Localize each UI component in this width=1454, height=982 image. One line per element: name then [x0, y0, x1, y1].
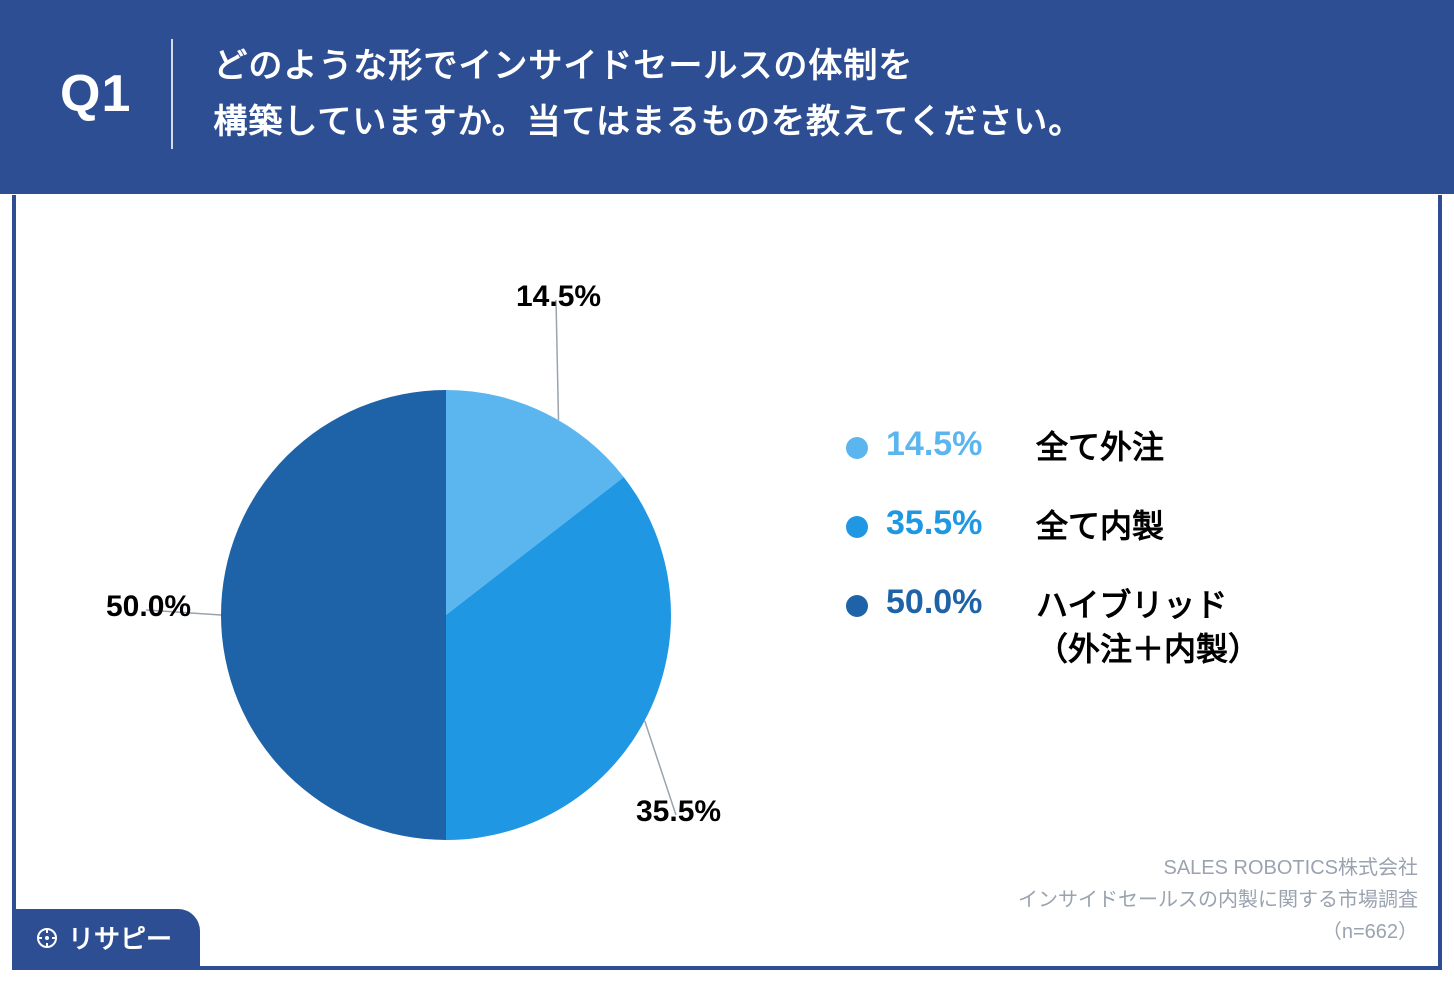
pie-chart: 14.5%35.5%50.0% [136, 255, 756, 875]
brand-label: リサピー [68, 919, 172, 956]
pie-svg [136, 255, 756, 875]
footer-line-1: SALES ROBOTICS株式会社 [1018, 852, 1418, 884]
legend-label: 全て内製 [1036, 504, 1164, 549]
legend-dot-icon [846, 516, 868, 538]
question-number: Q1 [60, 64, 171, 124]
brand-tab: リサピー [16, 909, 200, 966]
pie-slice-label: 14.5% [516, 280, 601, 314]
callout-line [556, 300, 559, 420]
legend-dot-icon [846, 437, 868, 459]
legend-label: ハイブリッド （外注＋内製） [1036, 583, 1260, 673]
legend-percent: 35.5% [886, 504, 1036, 543]
pie-slice [221, 390, 446, 840]
chart-panel: 14.5%35.5%50.0% 14.5%全て外注35.5%全て内製50.0%ハ… [12, 195, 1442, 970]
legend-dot-icon [846, 595, 868, 617]
slide-frame: Q1 どのような形でインサイドセールスの体制を 構築していますか。当てはまるもの… [0, 0, 1454, 982]
footer-line-3: （n=662） [1018, 916, 1418, 948]
pie-slice-label: 35.5% [636, 795, 721, 829]
question-header: Q1 どのような形でインサイドセールスの体制を 構築していますか。当てはまるもの… [0, 0, 1454, 194]
footer-line-2: インサイドセールスの内製に関する市場調査 [1018, 884, 1418, 916]
legend-item: 35.5%全て内製 [846, 504, 1406, 549]
header-divider [171, 39, 173, 149]
brand-icon [34, 925, 60, 951]
legend-label: 全て外注 [1036, 425, 1164, 470]
legend: 14.5%全て外注35.5%全て内製50.0%ハイブリッド （外注＋内製） [846, 425, 1406, 706]
footer-credit: SALES ROBOTICS株式会社 インサイドセールスの内製に関する市場調査 … [1018, 852, 1418, 948]
pie-slice-label: 50.0% [106, 590, 191, 624]
question-text: どのような形でインサイドセールスの体制を 構築していますか。当てはまるものを教え… [213, 38, 1083, 150]
legend-item: 50.0%ハイブリッド （外注＋内製） [846, 583, 1406, 673]
legend-percent: 50.0% [886, 583, 1036, 622]
legend-item: 14.5%全て外注 [846, 425, 1406, 470]
legend-percent: 14.5% [886, 425, 1036, 464]
